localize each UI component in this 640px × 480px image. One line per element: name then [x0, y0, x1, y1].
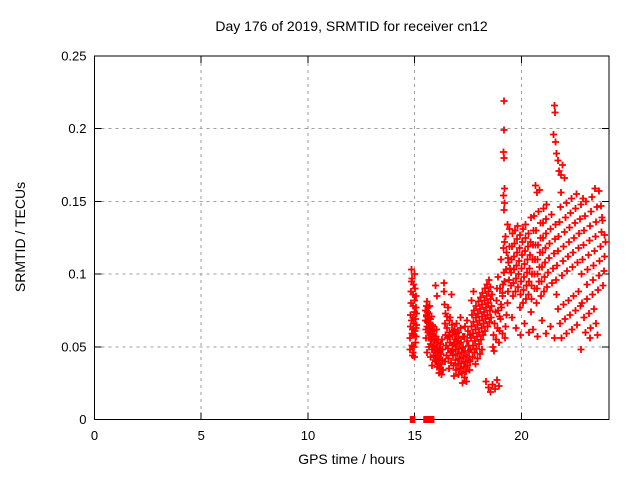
plot-border: [94, 55, 610, 420]
y-tick-label: 0.05: [61, 339, 86, 354]
x-axis-label: GPS time / hours: [298, 451, 405, 467]
x-tick-label: 5: [198, 428, 205, 443]
chart-title: Day 176 of 2019, SRMTID for receiver cn1…: [215, 18, 488, 34]
y-tick-label: 0.2: [68, 121, 86, 136]
x-tick-label: 0: [91, 428, 98, 443]
x-tick-label: 20: [514, 428, 528, 443]
zero-data-marker: [409, 416, 416, 423]
scatter-points: [406, 97, 609, 396]
y-tick-label: 0.1: [68, 267, 86, 282]
y-tick-label: 0.25: [61, 49, 86, 64]
y-tick-label: 0.15: [61, 194, 86, 209]
x-tick-label: 15: [407, 428, 421, 443]
zero-data-marker: [423, 416, 435, 423]
x-tick-label: 10: [301, 428, 315, 443]
y-tick-label: 0: [79, 412, 86, 427]
y-axis-label: SRMTID / TECUs: [12, 181, 28, 293]
